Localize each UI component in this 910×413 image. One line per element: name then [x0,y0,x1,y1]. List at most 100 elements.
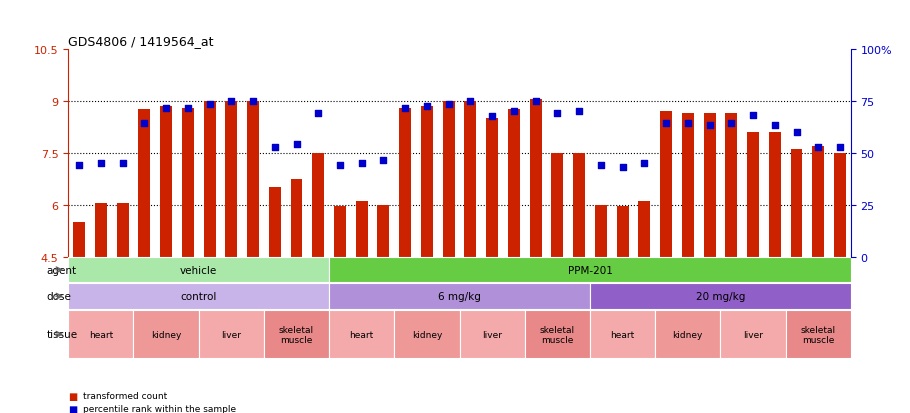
Bar [721,311,785,358]
Point [441,102,456,108]
Bar [204,102,216,257]
Point [333,162,348,169]
Bar [508,110,520,257]
Point [507,109,521,115]
Bar [655,311,721,358]
Bar [638,202,651,257]
Bar [73,223,86,257]
Bar [290,179,302,257]
Bar [682,114,693,257]
Point [180,105,195,112]
Point [550,110,564,117]
Point [398,105,412,112]
Point [811,145,825,152]
Bar [590,284,851,309]
Point [789,129,804,136]
Point [72,162,86,169]
Point [116,160,130,167]
Bar [464,102,477,257]
Bar [573,153,585,257]
Text: skeletal
muscle: skeletal muscle [801,325,835,344]
Bar [68,284,329,309]
Text: tissue: tissue [46,330,77,339]
Point [202,102,217,108]
Point [681,121,695,127]
Text: 6 mg/kg: 6 mg/kg [438,292,481,301]
Point [376,157,390,164]
Bar [378,205,389,257]
Point [485,114,500,120]
Text: kidney: kidney [411,330,442,339]
Bar [725,114,737,257]
Text: kidney: kidney [672,330,703,339]
Bar [769,133,781,257]
Bar [525,311,590,358]
Text: control: control [180,292,217,301]
Text: ■: ■ [68,404,77,413]
Text: dose: dose [46,292,71,301]
Text: liver: liver [743,330,763,339]
Text: heart: heart [349,330,374,339]
Bar [138,110,150,257]
Bar [421,107,433,257]
Point [833,145,847,152]
Bar [834,153,846,257]
Point [637,160,652,167]
Bar [226,102,238,257]
Text: percentile rank within the sample: percentile rank within the sample [83,404,236,413]
Text: skeletal
muscle: skeletal muscle [540,325,575,344]
Point [529,98,543,105]
Text: agent: agent [46,265,76,275]
Point [767,122,782,129]
Text: 20 mg/kg: 20 mg/kg [696,292,745,301]
Bar [747,133,759,257]
Bar [95,203,106,257]
Point [724,121,739,127]
Point [355,160,369,167]
Bar [551,153,563,257]
Bar [486,119,498,257]
Point [571,109,586,115]
Bar [617,207,629,257]
Bar [160,107,172,257]
Bar [356,202,368,257]
Bar [460,311,525,358]
Bar [312,153,324,257]
Point [158,105,173,112]
Bar [530,100,541,257]
Text: liver: liver [482,330,502,339]
Text: PPM-201: PPM-201 [568,265,612,275]
Point [659,121,673,127]
Bar [329,284,590,309]
Bar [329,258,851,283]
Point [289,141,304,148]
Point [703,122,717,129]
Bar [442,102,455,257]
Bar [182,108,194,257]
Text: liver: liver [221,330,241,339]
Bar [68,311,134,358]
Bar [660,112,672,257]
Point [420,103,434,110]
Bar [399,108,411,257]
Bar [813,146,824,257]
Bar [264,311,329,358]
Point [224,98,238,105]
Bar [268,188,281,257]
Text: vehicle: vehicle [180,265,217,275]
Point [137,121,152,127]
Point [246,98,260,105]
Text: ■: ■ [68,391,77,401]
Text: skeletal
muscle: skeletal muscle [279,325,314,344]
Bar [329,311,394,358]
Bar [394,311,460,358]
Bar [198,311,264,358]
Point [94,160,108,167]
Point [463,98,478,105]
Text: heart: heart [89,330,113,339]
Bar [703,114,715,257]
Bar [785,311,851,358]
Text: GDS4806 / 1419564_at: GDS4806 / 1419564_at [68,36,214,48]
Point [311,110,326,117]
Bar [595,205,607,257]
